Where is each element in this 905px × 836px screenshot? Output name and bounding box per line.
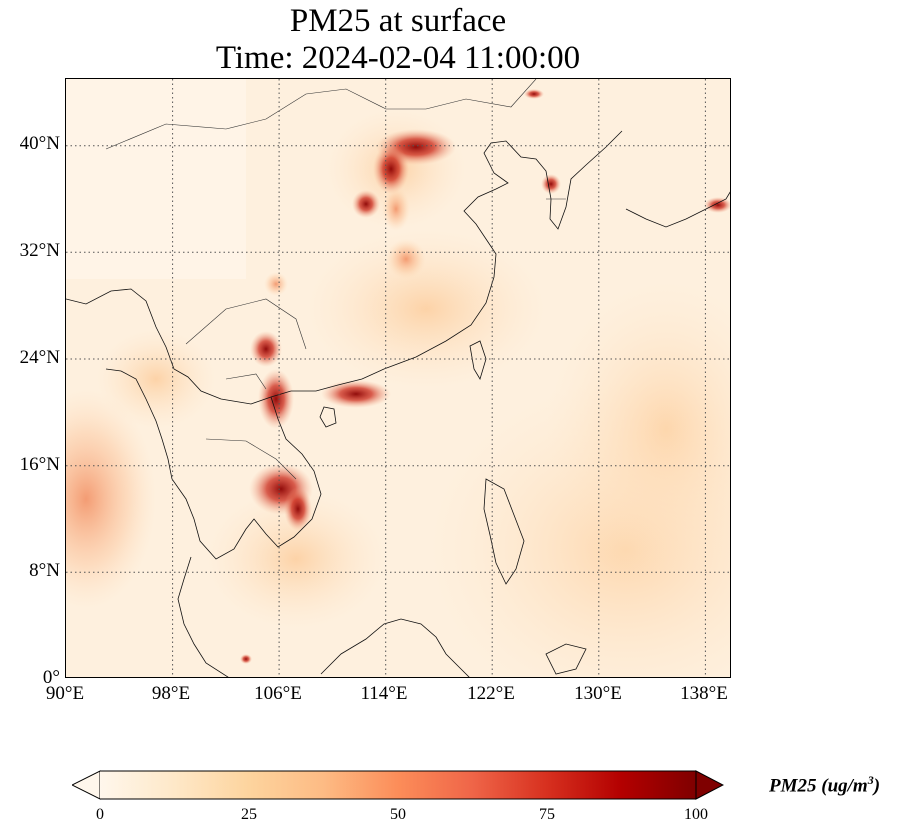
colorbar-tick-label: 75 — [539, 806, 555, 823]
lon-tick-label: 106°E — [254, 683, 302, 704]
graticule — [66, 79, 730, 677]
colorbar-min-extend — [72, 770, 101, 800]
sichuan-hotspot — [250, 331, 282, 367]
lon-tick-label: 138°E — [680, 683, 728, 704]
bay-of-bengal-haze — [66, 389, 156, 609]
colorbar-max-extend — [695, 770, 724, 800]
lon-tick-label: 114°E — [360, 683, 408, 704]
central-china-haze — [306, 229, 546, 389]
lat-tick-label: 16°N — [19, 454, 60, 475]
colorbar-label: PM25 (ug/m3) — [769, 773, 881, 797]
pearl-river-hotspot — [321, 380, 391, 408]
lon-tick-label: 90°E — [45, 683, 85, 704]
colorbar-tick-label: 100 — [684, 806, 708, 823]
colorbar-tick-label: 50 — [390, 806, 406, 823]
lon-tick-label: 130°E — [574, 683, 622, 704]
north-vietnam-hotspot — [258, 369, 294, 429]
lat-tick-label: 0° — [42, 667, 60, 688]
colorbar-tick-label: 0 — [96, 806, 104, 823]
coastlines — [66, 130, 730, 677]
lat-tick-label: 40°N — [19, 133, 60, 154]
colorbar — [72, 770, 724, 800]
map-subtitle: Time: 2024-02-04 11:00:00 — [215, 40, 581, 76]
lat-tick-label: 8°N — [29, 560, 60, 581]
colorbar-tick-label: 25 — [241, 806, 257, 823]
lat-tick-label: 24°N — [19, 347, 60, 368]
map-title: PM25 at surface — [289, 3, 507, 39]
map-panel[interactable] — [65, 78, 731, 678]
pm25-map — [66, 79, 730, 677]
lon-tick-label: 122°E — [467, 683, 515, 704]
lon-tick-label: 98°E — [151, 683, 191, 704]
lat-tick-label: 32°N — [19, 240, 60, 261]
borders — [105, 79, 566, 480]
